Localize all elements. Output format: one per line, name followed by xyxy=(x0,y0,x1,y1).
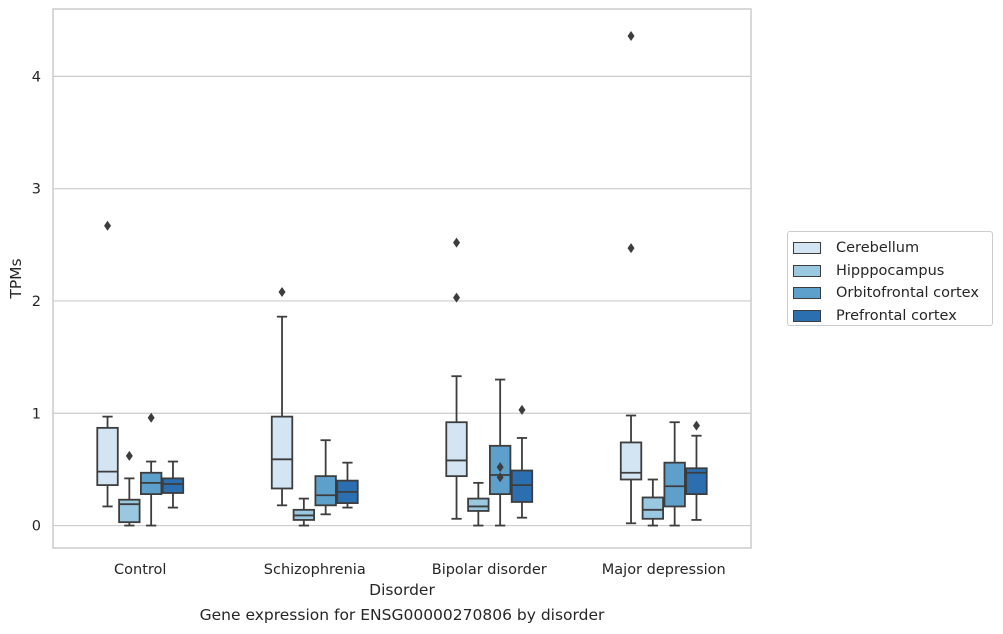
outlier-point xyxy=(496,462,504,473)
figure-caption: Gene expression for ENSG00000270806 by d… xyxy=(199,606,605,624)
legend-item-prefrontal-cortex: Prefrontal cortex xyxy=(793,305,992,328)
legend-swatch xyxy=(793,309,821,322)
x-tick-label: Schizophrenia xyxy=(264,562,366,578)
box xyxy=(270,415,294,490)
outlier-point xyxy=(453,292,461,303)
x-tick-label: Control xyxy=(114,562,166,578)
legend-item-cerebellum: Cerebellum xyxy=(793,237,992,260)
box xyxy=(161,477,185,494)
box xyxy=(467,497,490,512)
outlier-point xyxy=(278,286,286,297)
outlier-point xyxy=(104,220,112,231)
legend: Cerebellum Hipppocampus Orbitofrontal co… xyxy=(787,231,993,326)
y-tick-label: 4 xyxy=(32,69,41,85)
x-axis-label: Disorder xyxy=(369,581,435,599)
x-tick-label: Bipolar disorder xyxy=(432,562,547,578)
outlier-point xyxy=(496,472,504,483)
outlier-point xyxy=(453,237,461,248)
outlier-point xyxy=(147,412,155,423)
outlier-point xyxy=(627,243,635,254)
box xyxy=(445,421,468,478)
legend-label: Hipppocampus xyxy=(836,262,945,279)
x-tick-label: Major depression xyxy=(602,562,726,578)
outlier-point xyxy=(518,404,526,415)
legend-item-orbitofrontal-cortex: Orbitofrontal cortex xyxy=(793,282,992,305)
box xyxy=(118,498,141,524)
box xyxy=(96,426,119,487)
legend-label: Orbitofrontal cortex xyxy=(836,285,979,302)
y-tick-label: 2 xyxy=(32,294,41,310)
outlier-point xyxy=(627,30,635,41)
box xyxy=(663,461,686,508)
y-tick-label: 3 xyxy=(32,182,41,198)
y-tick-label: 1 xyxy=(32,406,41,422)
box xyxy=(314,475,337,507)
box xyxy=(685,467,708,496)
y-tick-label: 0 xyxy=(32,519,41,535)
legend-item-hippocampus: Hipppocampus xyxy=(793,260,992,283)
y-axis-label: TPMs xyxy=(7,258,25,299)
outlier-point xyxy=(692,420,700,431)
box xyxy=(641,496,664,520)
outlier-point xyxy=(125,450,133,461)
plot-frame xyxy=(52,8,752,549)
legend-swatch xyxy=(793,264,821,277)
legend-swatch xyxy=(793,287,821,300)
box xyxy=(619,441,643,481)
legend-swatch xyxy=(793,242,821,255)
legend-label: Cerebellum xyxy=(836,240,920,257)
box xyxy=(510,469,534,503)
legend-label: Prefrontal cortex xyxy=(836,307,957,324)
